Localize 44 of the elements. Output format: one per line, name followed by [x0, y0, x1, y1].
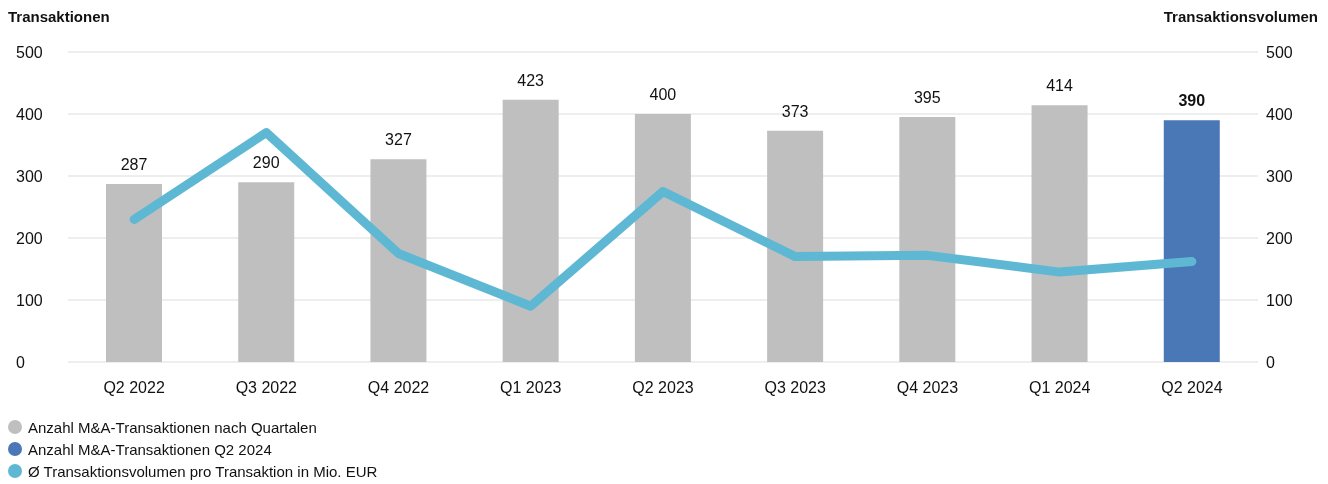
data-label: 290	[252, 154, 280, 172]
x-tick-label: Q1 2023	[500, 379, 562, 397]
x-tick-label: Q3 2023	[764, 379, 827, 397]
bar	[634, 114, 691, 362]
y-tick-label: 300	[16, 167, 43, 185]
y2-tick-label: 300	[1266, 167, 1293, 185]
data-label: 373	[781, 102, 809, 120]
y2-tick-label: 400	[1266, 105, 1293, 123]
data-label: 414	[1046, 77, 1073, 95]
y-axis-title: Transaktionen	[8, 8, 110, 27]
legend-label: Anzahl M&A-Transaktionen nach Quartalen	[28, 418, 317, 436]
y2-tick-label: 0	[1266, 353, 1275, 371]
y2-tick-label: 200	[1266, 229, 1293, 247]
y-tick-label: 400	[16, 105, 43, 123]
bar	[1031, 105, 1088, 362]
bar	[1163, 120, 1220, 362]
data-label: 287	[120, 156, 148, 174]
x-tick-label: Q2 2023	[632, 379, 694, 397]
x-tick-label: Q1 2024	[1028, 379, 1091, 397]
y2-tick-label: 100	[1266, 291, 1293, 309]
legend-label: Anzahl M&A-Transaktionen Q2 2024	[28, 440, 272, 458]
data-label: 395	[913, 89, 941, 107]
x-tick-label: Q2 2022	[103, 379, 165, 397]
x-tick-label: Q4 2023	[896, 379, 959, 397]
x-tick-label: Q2 2024	[1161, 379, 1223, 397]
data-label: 327	[385, 131, 412, 149]
y-tick-label: 200	[16, 229, 43, 247]
legend-label: Ø Transaktionsvolumen pro Transaktion in Mio. EUR	[28, 462, 378, 480]
bar	[767, 130, 824, 362]
data-label: 400	[649, 86, 677, 103]
y-tick-label: 500	[16, 43, 43, 61]
y2-tick-label: 500	[1266, 43, 1293, 61]
x-tick-label: Q3 2022	[235, 379, 298, 397]
bar	[106, 184, 162, 362]
bar	[502, 99, 559, 362]
data-label: 423	[517, 71, 545, 89]
bar	[899, 117, 956, 362]
y-tick-label: 0	[16, 353, 25, 371]
y-tick-label: 100	[16, 291, 43, 309]
data-label: 390	[1178, 92, 1206, 110]
x-tick-label: Q4 2022	[367, 379, 430, 397]
bar	[238, 182, 295, 362]
y2-axis-title: Transaktionsvolumen	[1163, 8, 1318, 27]
bar	[370, 159, 427, 362]
